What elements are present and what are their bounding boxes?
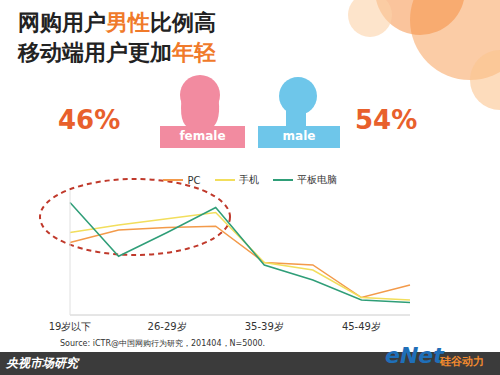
html-text:54%: 54%	[355, 105, 418, 135]
html-text:硅谷动力: 硅谷动力	[440, 355, 484, 368]
html-text:移动端用户更加年轻: 移动端用户更加年轻	[18, 40, 216, 65]
svg-text:35-39岁: 35-39岁	[245, 321, 284, 332]
svg-text:26-29岁: 26-29岁	[148, 321, 187, 332]
html-text:male: male	[282, 129, 316, 143]
svg-text:45-49岁: 45-49岁	[342, 321, 381, 332]
html-text:网购用户男性比例高: 网购用户男性比例高	[18, 10, 216, 35]
html-text:PC: PC	[187, 174, 201, 186]
html-text:平板电脑: 平板电脑	[296, 174, 337, 185]
html-text:央视市场研究: 央视市场研究	[6, 356, 78, 370]
svg-text:19岁以下: 19岁以下	[49, 321, 92, 332]
html-text:手机: 手机	[238, 174, 259, 185]
html-text:46%: 46%	[58, 105, 121, 135]
html-text:female: female	[179, 129, 226, 143]
html-text:Source: iCTR@中国网购行为研究，201404，N: Source: iCTR@中国网购行为研究，201404，N=5000.	[60, 339, 266, 348]
html-text:eNet: eNet	[385, 343, 444, 368]
